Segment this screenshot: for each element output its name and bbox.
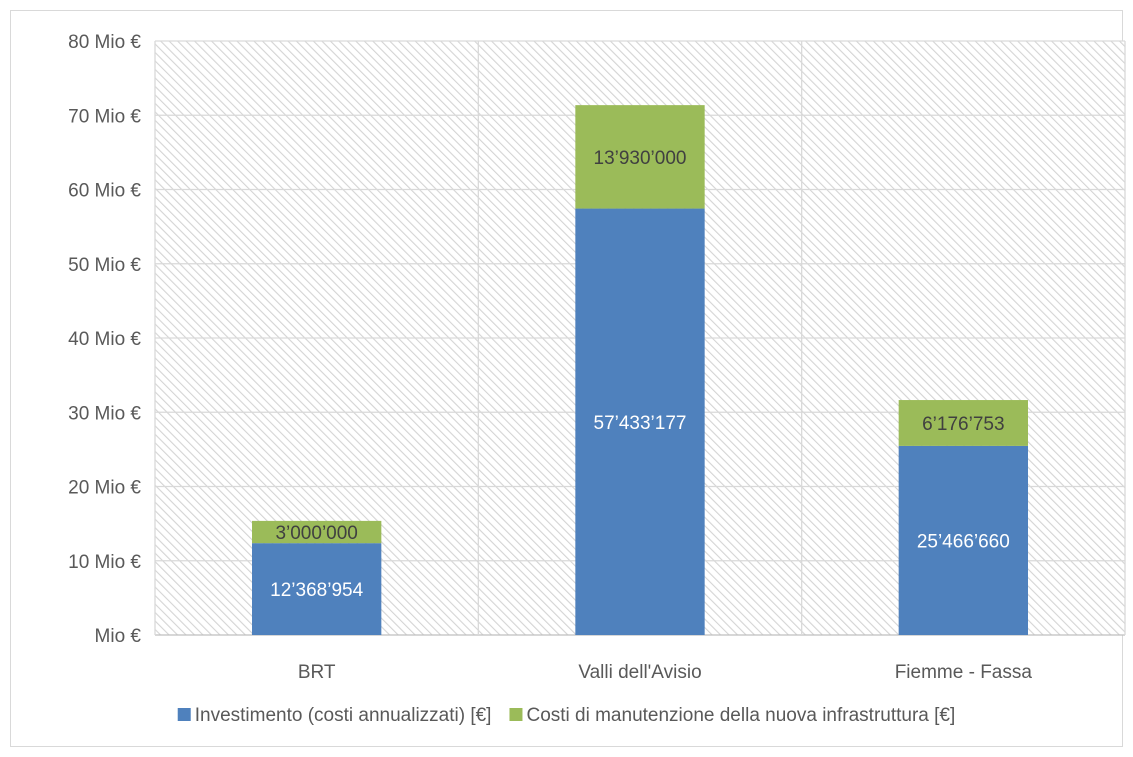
bar-segment: [575, 105, 705, 209]
bar-segment: [575, 208, 705, 635]
data-label: 13’930’000: [594, 148, 687, 169]
bar-segment: [898, 400, 1028, 446]
y-tick-label: 10 Mio €: [68, 552, 141, 573]
y-axis-ticks: Mio € 10 Mio € 20 Mio € 30 Mio € 40 Mio € 50 …: [68, 32, 141, 647]
data-label: 3’000’000: [275, 523, 357, 544]
data-label: 57’433’177: [594, 413, 687, 434]
data-label: 12’368’954: [270, 580, 363, 601]
x-category-label: BRT: [298, 662, 336, 683]
bar-segment: [252, 543, 382, 635]
y-tick-label: 30 Mio €: [68, 403, 141, 424]
y-tick-label: 40 Mio €: [68, 329, 141, 350]
legend: Investimento (costi annualizzati) [€] Cos…: [177, 705, 955, 726]
data-label: 6’176’753: [922, 414, 1004, 435]
y-tick-label: Mio €: [95, 626, 142, 647]
y-tick-label: 50 Mio €: [68, 255, 141, 276]
bar-segment: [898, 445, 1028, 635]
y-tick-label: 20 Mio €: [68, 478, 141, 499]
x-category-label: Valli dell'Avisio: [578, 662, 701, 683]
y-tick-label: 60 Mio €: [68, 181, 141, 202]
bar-segment: [252, 520, 382, 544]
y-tick-label: 70 Mio €: [68, 106, 141, 127]
x-axis-categories: BRT Valli dell'Avisio Fiemme - Fassa: [298, 662, 1033, 683]
bars: 12’368’954 3’000’000 57’433’177 13’930’000 2…: [252, 105, 1028, 635]
y-tick-label: 80 Mio €: [68, 32, 141, 53]
x-category-label: Fiemme - Fassa: [895, 662, 1033, 683]
data-label: 25’466’660: [917, 531, 1010, 552]
legend-label: Investimento (costi annualizzati) [€]: [195, 705, 492, 726]
legend-swatch: [509, 708, 523, 721]
legend-swatch: [177, 708, 191, 721]
legend-label: Costi di manutenzione della nuova infras…: [526, 705, 955, 726]
